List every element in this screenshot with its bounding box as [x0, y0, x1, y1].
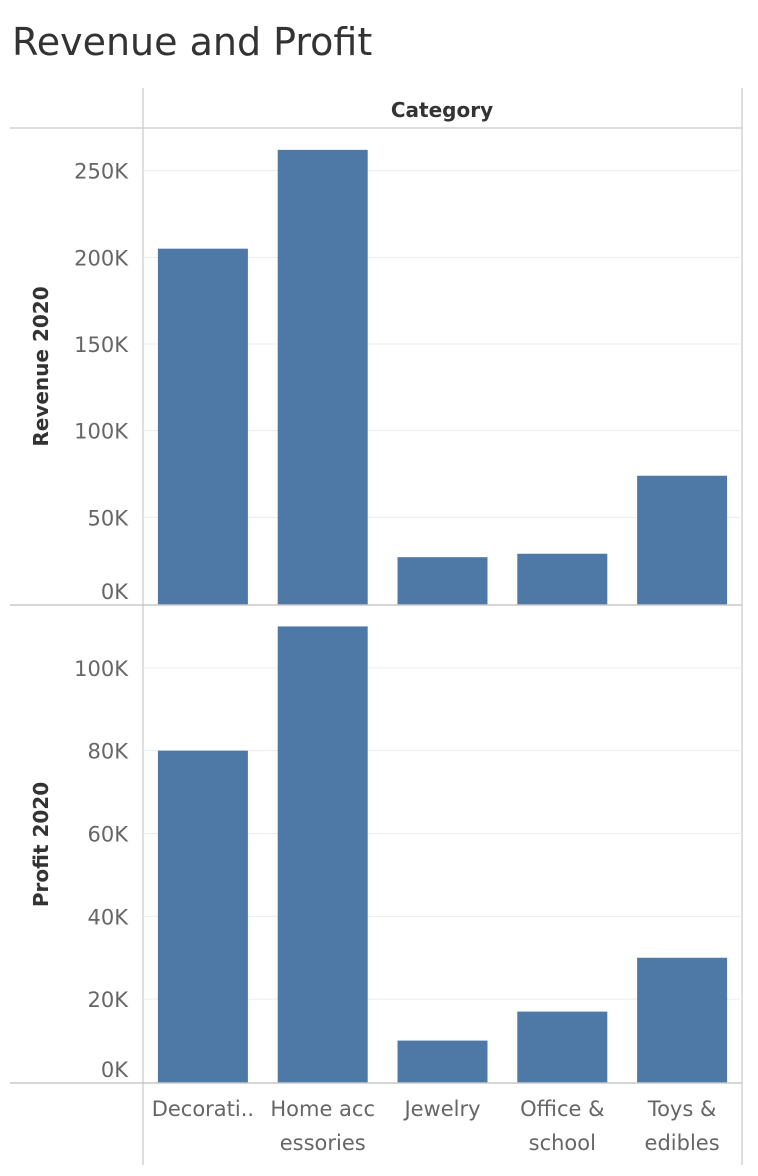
- y-tick-label: 20K: [88, 988, 130, 1012]
- category-label: Toys &: [647, 1097, 717, 1121]
- category-label: Decorati..: [152, 1097, 254, 1121]
- category-label: Office &: [520, 1097, 604, 1121]
- category-label: Home acc: [270, 1097, 375, 1121]
- category-label: school: [529, 1131, 596, 1155]
- y-tick-label: 80K: [88, 740, 130, 764]
- bar: [397, 1040, 488, 1083]
- y-tick-label: 100K: [74, 657, 129, 681]
- bar: [157, 750, 248, 1083]
- category-label: Jewelry: [402, 1097, 480, 1121]
- y-tick-label: 50K: [88, 506, 130, 530]
- bar: [277, 149, 368, 605]
- category-label: essories: [280, 1131, 366, 1155]
- y-tick-label: 200K: [74, 246, 129, 270]
- bar: [157, 248, 248, 605]
- y-tick-label: 100K: [74, 420, 129, 444]
- bar: [517, 1011, 608, 1083]
- category-label: edibles: [645, 1131, 720, 1155]
- y-tick-label: 60K: [88, 823, 130, 847]
- bar: [397, 557, 488, 605]
- y-tick-label: 0K: [101, 580, 129, 604]
- column-header: Category: [391, 98, 493, 122]
- y-tick-label: 250K: [74, 160, 129, 184]
- bar: [517, 553, 608, 605]
- y-tick-label: 40K: [88, 905, 130, 929]
- bar: [277, 626, 368, 1083]
- chart-title: Revenue and Profit: [12, 20, 373, 64]
- bar: [637, 475, 728, 605]
- bar: [637, 957, 728, 1083]
- y-axis-title: Profit 2020: [29, 782, 53, 907]
- y-tick-label: 0K: [101, 1058, 129, 1082]
- y-axis-title: Revenue 2020: [29, 286, 53, 446]
- y-tick-label: 150K: [74, 333, 129, 357]
